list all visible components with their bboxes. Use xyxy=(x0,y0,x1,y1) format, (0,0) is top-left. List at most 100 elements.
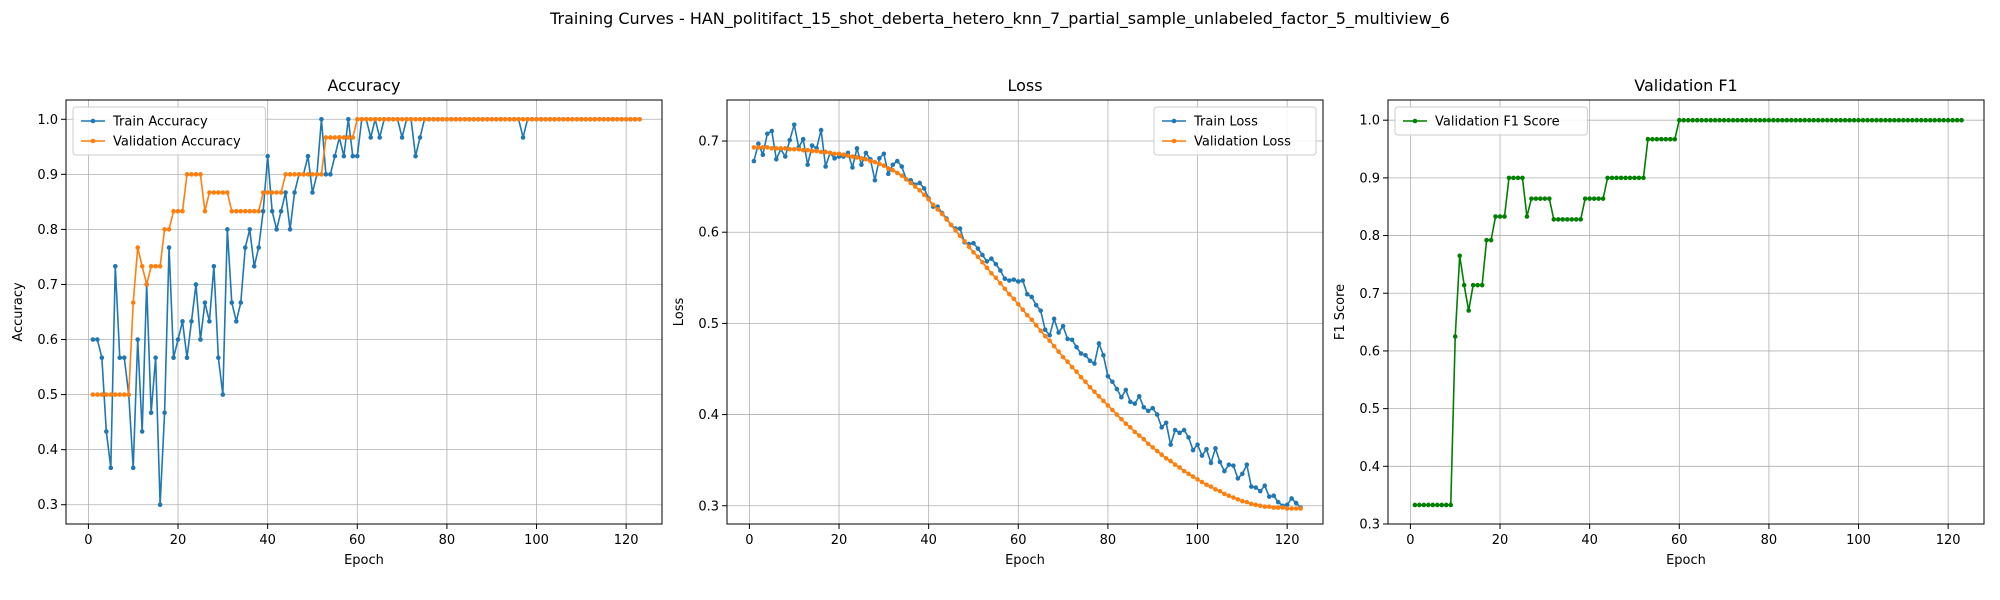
data-point xyxy=(368,116,374,122)
y-tick-label: 0.4 xyxy=(37,443,58,458)
data-point xyxy=(211,264,217,269)
data-point xyxy=(1257,503,1263,509)
data-point xyxy=(1506,175,1512,181)
data-point xyxy=(1217,488,1223,494)
data-point xyxy=(1623,175,1628,181)
data-point xyxy=(1417,502,1422,508)
data-point xyxy=(637,116,642,122)
data-point xyxy=(328,135,333,140)
y-tick-label: 0.9 xyxy=(37,168,58,183)
data-point xyxy=(1128,425,1133,430)
data-point xyxy=(773,156,779,162)
data-point xyxy=(760,145,766,150)
x-tick-label: 60 xyxy=(1671,533,1688,548)
data-point xyxy=(1820,117,1825,123)
data-point xyxy=(1824,117,1830,123)
y-tick-label: 0.7 xyxy=(698,135,719,150)
data-point xyxy=(1439,502,1445,508)
data-point xyxy=(121,355,127,361)
data-point xyxy=(791,146,797,152)
data-point xyxy=(980,252,985,258)
data-point xyxy=(1690,117,1696,123)
legend-swatch-marker xyxy=(1171,138,1177,144)
data-point xyxy=(1123,421,1129,427)
data-point xyxy=(1078,374,1084,380)
data-point xyxy=(323,135,329,140)
data-point xyxy=(1181,468,1187,474)
data-point xyxy=(1280,505,1285,510)
data-point xyxy=(247,227,253,232)
data-point xyxy=(1083,353,1088,358)
figure-title: Training Curves - HAN_politifact_15_shot… xyxy=(550,9,1450,28)
data-point xyxy=(1007,291,1012,297)
data-point xyxy=(1538,196,1543,201)
data-point xyxy=(296,172,302,177)
data-point xyxy=(547,116,553,122)
data-point xyxy=(287,172,293,177)
data-point xyxy=(588,116,593,122)
x-tick-label: 0 xyxy=(745,533,753,548)
data-point xyxy=(1060,354,1066,360)
data-point xyxy=(1789,117,1794,123)
chart-2: 0 20 40 60 80 100 120 0.3 0.4 0.5 0.6 0.7 Loss Epoch L… xyxy=(672,76,1324,568)
data-point xyxy=(148,410,154,416)
data-point xyxy=(751,158,757,164)
data-point xyxy=(1159,452,1164,458)
data-point xyxy=(1249,484,1254,489)
data-point xyxy=(1815,117,1821,123)
data-point xyxy=(917,180,922,186)
data-point xyxy=(1141,404,1147,410)
data-point xyxy=(1222,491,1227,497)
data-point xyxy=(1145,408,1151,414)
data-point xyxy=(135,245,140,250)
data-point xyxy=(305,172,311,177)
data-point xyxy=(404,116,409,122)
data-point xyxy=(1087,384,1093,390)
data-point xyxy=(930,202,936,208)
data-point xyxy=(1132,401,1138,406)
data-point xyxy=(921,192,927,198)
data-point xyxy=(592,116,598,122)
legend-swatch-marker xyxy=(1171,118,1177,124)
chart-title: Loss xyxy=(1007,76,1042,95)
data-point xyxy=(1266,504,1272,509)
x-tick-label: 60 xyxy=(1010,533,1027,548)
data-point xyxy=(1636,175,1642,181)
data-point xyxy=(628,116,633,122)
data-point xyxy=(796,146,801,152)
data-point xyxy=(1645,136,1651,142)
data-point xyxy=(1293,506,1299,511)
data-point xyxy=(1591,196,1597,201)
data-point xyxy=(341,153,347,159)
data-point xyxy=(314,172,320,177)
data-point xyxy=(408,116,414,122)
data-point xyxy=(1029,317,1035,323)
data-point xyxy=(908,180,914,186)
data-point xyxy=(399,135,405,140)
data-point xyxy=(1717,117,1722,123)
data-point xyxy=(350,153,356,159)
data-point xyxy=(823,164,828,169)
data-point xyxy=(354,116,360,122)
data-point xyxy=(818,149,824,155)
data-point xyxy=(242,245,248,250)
y-tick-label: 0.8 xyxy=(37,223,58,238)
data-point xyxy=(552,116,557,122)
data-point xyxy=(1199,479,1205,485)
data-point xyxy=(475,116,481,122)
data-point xyxy=(139,429,145,434)
data-point xyxy=(1011,277,1017,282)
data-point xyxy=(614,116,620,122)
data-point xyxy=(619,116,624,122)
data-point xyxy=(233,319,239,324)
series-line-1 xyxy=(92,118,640,506)
y-tick-label: 0.7 xyxy=(1359,287,1380,302)
data-point xyxy=(1101,353,1106,358)
data-point xyxy=(1448,502,1454,508)
data-point xyxy=(233,208,239,214)
data-point xyxy=(1024,291,1030,297)
data-point xyxy=(350,135,356,140)
data-point xyxy=(1659,136,1664,142)
data-point xyxy=(1047,338,1052,344)
data-point xyxy=(372,116,378,122)
